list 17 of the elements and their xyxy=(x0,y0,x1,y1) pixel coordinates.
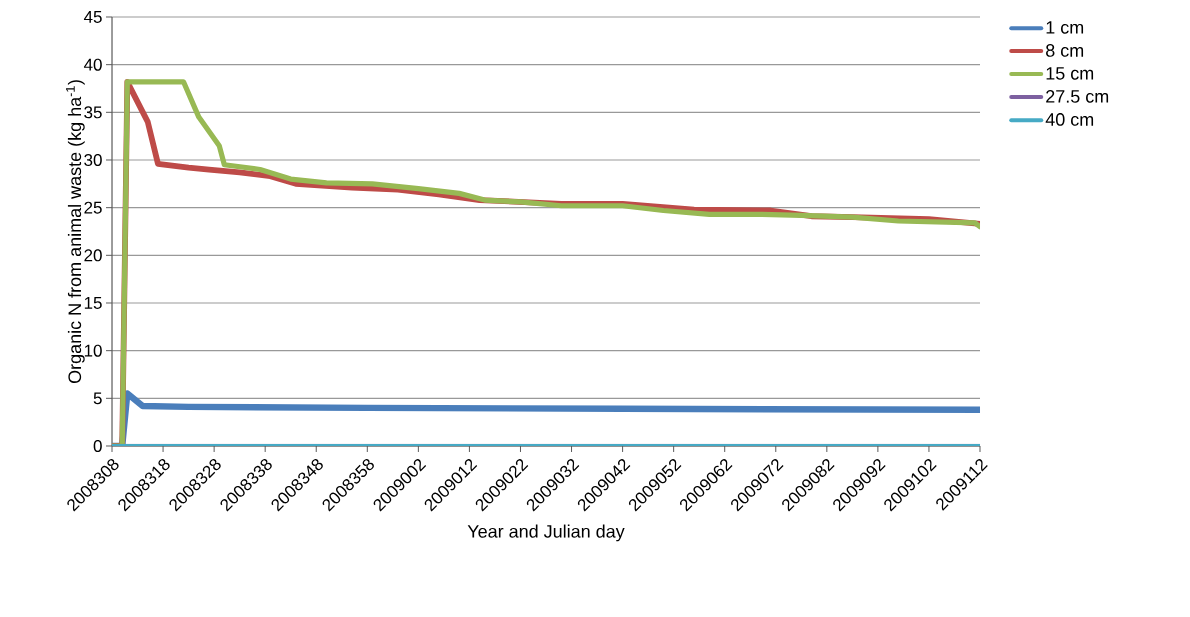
y-tick-label: 20 xyxy=(84,249,102,262)
legend-label: 40 cm xyxy=(1045,113,1094,126)
legend-label: 1 cm xyxy=(1046,21,1084,34)
y-tick-label: 25 xyxy=(84,201,102,214)
legend-label: 8 cm xyxy=(1046,44,1084,57)
y-axis-title: Organic N from animal waste (kg ha$^{-1}$) xyxy=(66,80,85,384)
y-tick-label: 45 xyxy=(83,11,102,23)
y-tick-label: 10 xyxy=(84,344,102,357)
y-tick-label: 15 xyxy=(84,297,102,309)
legend-label: 15 cm xyxy=(1046,67,1094,80)
y-tick-label: 5 xyxy=(93,392,102,405)
y-tick-label: 35 xyxy=(84,106,102,119)
x-axis-title: Year and Julian day xyxy=(467,524,625,542)
y-tick-label: 0 xyxy=(93,439,102,453)
y-tick-label: 40 xyxy=(83,58,102,71)
y-tick-label: 30 xyxy=(84,153,102,167)
legend-label: 27.5 cm xyxy=(1046,90,1109,103)
